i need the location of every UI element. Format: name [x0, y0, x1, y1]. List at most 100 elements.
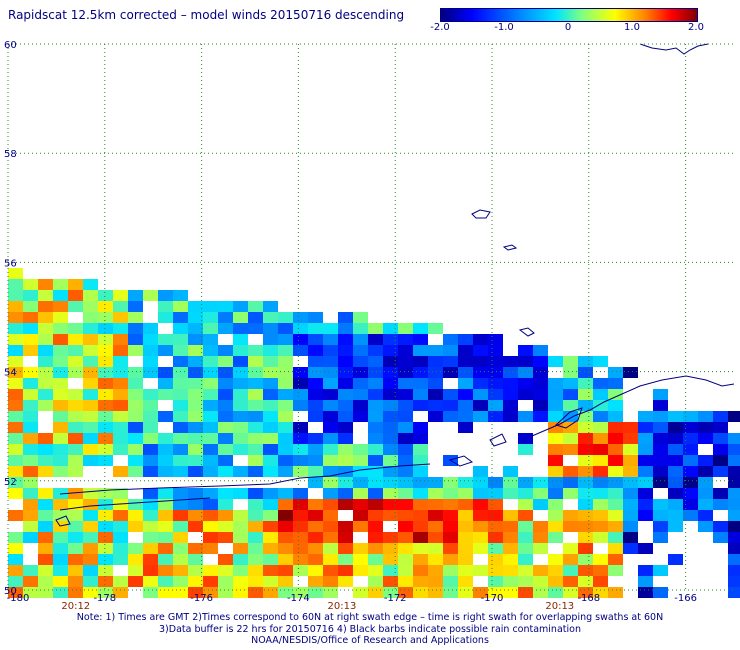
- wind-cell: [458, 367, 473, 378]
- coastline-segment: [531, 375, 735, 437]
- wind-cell: [518, 433, 533, 444]
- wind-cell: [308, 466, 323, 477]
- wind-cell: [413, 367, 428, 378]
- wind-cell: [608, 477, 623, 488]
- wind-cell: [203, 576, 218, 587]
- wind-cell: [443, 543, 458, 554]
- wind-cell: [293, 565, 308, 576]
- wind-cell: [458, 422, 473, 433]
- wind-cell: [218, 488, 233, 499]
- chart-title: Rapidscat 12.5km corrected – model winds…: [8, 8, 405, 22]
- wind-cell: [593, 466, 608, 477]
- wind-cell: [143, 543, 158, 554]
- wind-cell: [83, 488, 98, 499]
- wind-cell: [98, 312, 113, 323]
- wind-cell: [623, 455, 638, 466]
- wind-cell: [638, 565, 653, 576]
- wind-cell: [383, 367, 398, 378]
- wind-cell: [98, 367, 113, 378]
- wind-cell: [548, 510, 563, 521]
- wind-cell: [173, 488, 188, 499]
- wind-cell: [53, 378, 68, 389]
- wind-cell: [563, 433, 578, 444]
- wind-cell: [338, 477, 353, 488]
- wind-cell: [698, 466, 713, 477]
- wind-cell: [23, 345, 38, 356]
- coastline-segment: [55, 515, 71, 527]
- wind-cell: [83, 334, 98, 345]
- wind-cell: [533, 488, 548, 499]
- wind-cell: [173, 301, 188, 312]
- wind-cell: [8, 334, 23, 345]
- wind-cell: [173, 367, 188, 378]
- wind-cell: [98, 378, 113, 389]
- wind-cell: [323, 400, 338, 411]
- wind-cell: [548, 422, 563, 433]
- wind-cell: [323, 389, 338, 400]
- wind-cell: [38, 554, 53, 565]
- wind-cell: [503, 477, 518, 488]
- wind-cell: [593, 433, 608, 444]
- wind-cell: [188, 444, 203, 455]
- wind-cell: [473, 400, 488, 411]
- wind-cell: [653, 532, 668, 543]
- wind-cell: [263, 565, 278, 576]
- wind-cell: [278, 444, 293, 455]
- wind-cell: [248, 312, 263, 323]
- wind-cell: [473, 532, 488, 543]
- wind-cell: [23, 301, 38, 312]
- wind-cell: [368, 466, 383, 477]
- wind-cell: [563, 411, 578, 422]
- wind-cell: [263, 334, 278, 345]
- wind-cell: [398, 334, 413, 345]
- wind-cell: [203, 312, 218, 323]
- wind-cell: [728, 521, 740, 532]
- wind-cell: [518, 510, 533, 521]
- wind-cell: [398, 411, 413, 422]
- wind-cell: [293, 444, 308, 455]
- wind-cell: [668, 477, 683, 488]
- wind-cell: [293, 554, 308, 565]
- wind-cell: [413, 389, 428, 400]
- wind-cell: [203, 411, 218, 422]
- wind-cell: [188, 312, 203, 323]
- wind-cell: [458, 334, 473, 345]
- wind-cell: [113, 312, 128, 323]
- wind-cell: [38, 587, 53, 598]
- wind-cell: [158, 290, 173, 301]
- wind-cell: [458, 543, 473, 554]
- wind-cell: [323, 576, 338, 587]
- wind-cell: [38, 455, 53, 466]
- wind-cell: [593, 455, 608, 466]
- wind-cell: [263, 301, 278, 312]
- wind-cell: [128, 400, 143, 411]
- coastline-segment: [59, 497, 211, 511]
- wind-cell: [578, 587, 593, 598]
- wind-cell: [233, 554, 248, 565]
- wind-cell: [98, 554, 113, 565]
- wind-cell: [593, 477, 608, 488]
- wind-cell: [143, 323, 158, 334]
- wind-cell: [353, 400, 368, 411]
- wind-cell: [248, 466, 263, 477]
- wind-cell: [68, 334, 83, 345]
- wind-cell: [413, 477, 428, 488]
- wind-cell: [368, 565, 383, 576]
- wind-cell: [503, 488, 518, 499]
- wind-cell: [308, 521, 323, 532]
- wind-cell: [308, 389, 323, 400]
- wind-cell: [608, 444, 623, 455]
- wind-cell: [608, 510, 623, 521]
- wind-cell: [38, 543, 53, 554]
- wind-cell: [563, 367, 578, 378]
- wind-cell: [398, 323, 413, 334]
- wind-cell: [293, 521, 308, 532]
- wind-cell: [548, 411, 563, 422]
- wind-cell: [623, 532, 638, 543]
- wind-cell: [248, 565, 263, 576]
- wind-cell: [458, 356, 473, 367]
- wind-cell: [548, 455, 563, 466]
- wind-cell: [278, 367, 293, 378]
- wind-cell: [23, 576, 38, 587]
- wind-cell: [338, 389, 353, 400]
